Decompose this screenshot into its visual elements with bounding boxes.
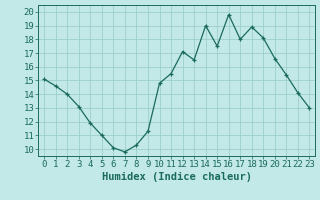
- X-axis label: Humidex (Indice chaleur): Humidex (Indice chaleur): [102, 172, 252, 182]
